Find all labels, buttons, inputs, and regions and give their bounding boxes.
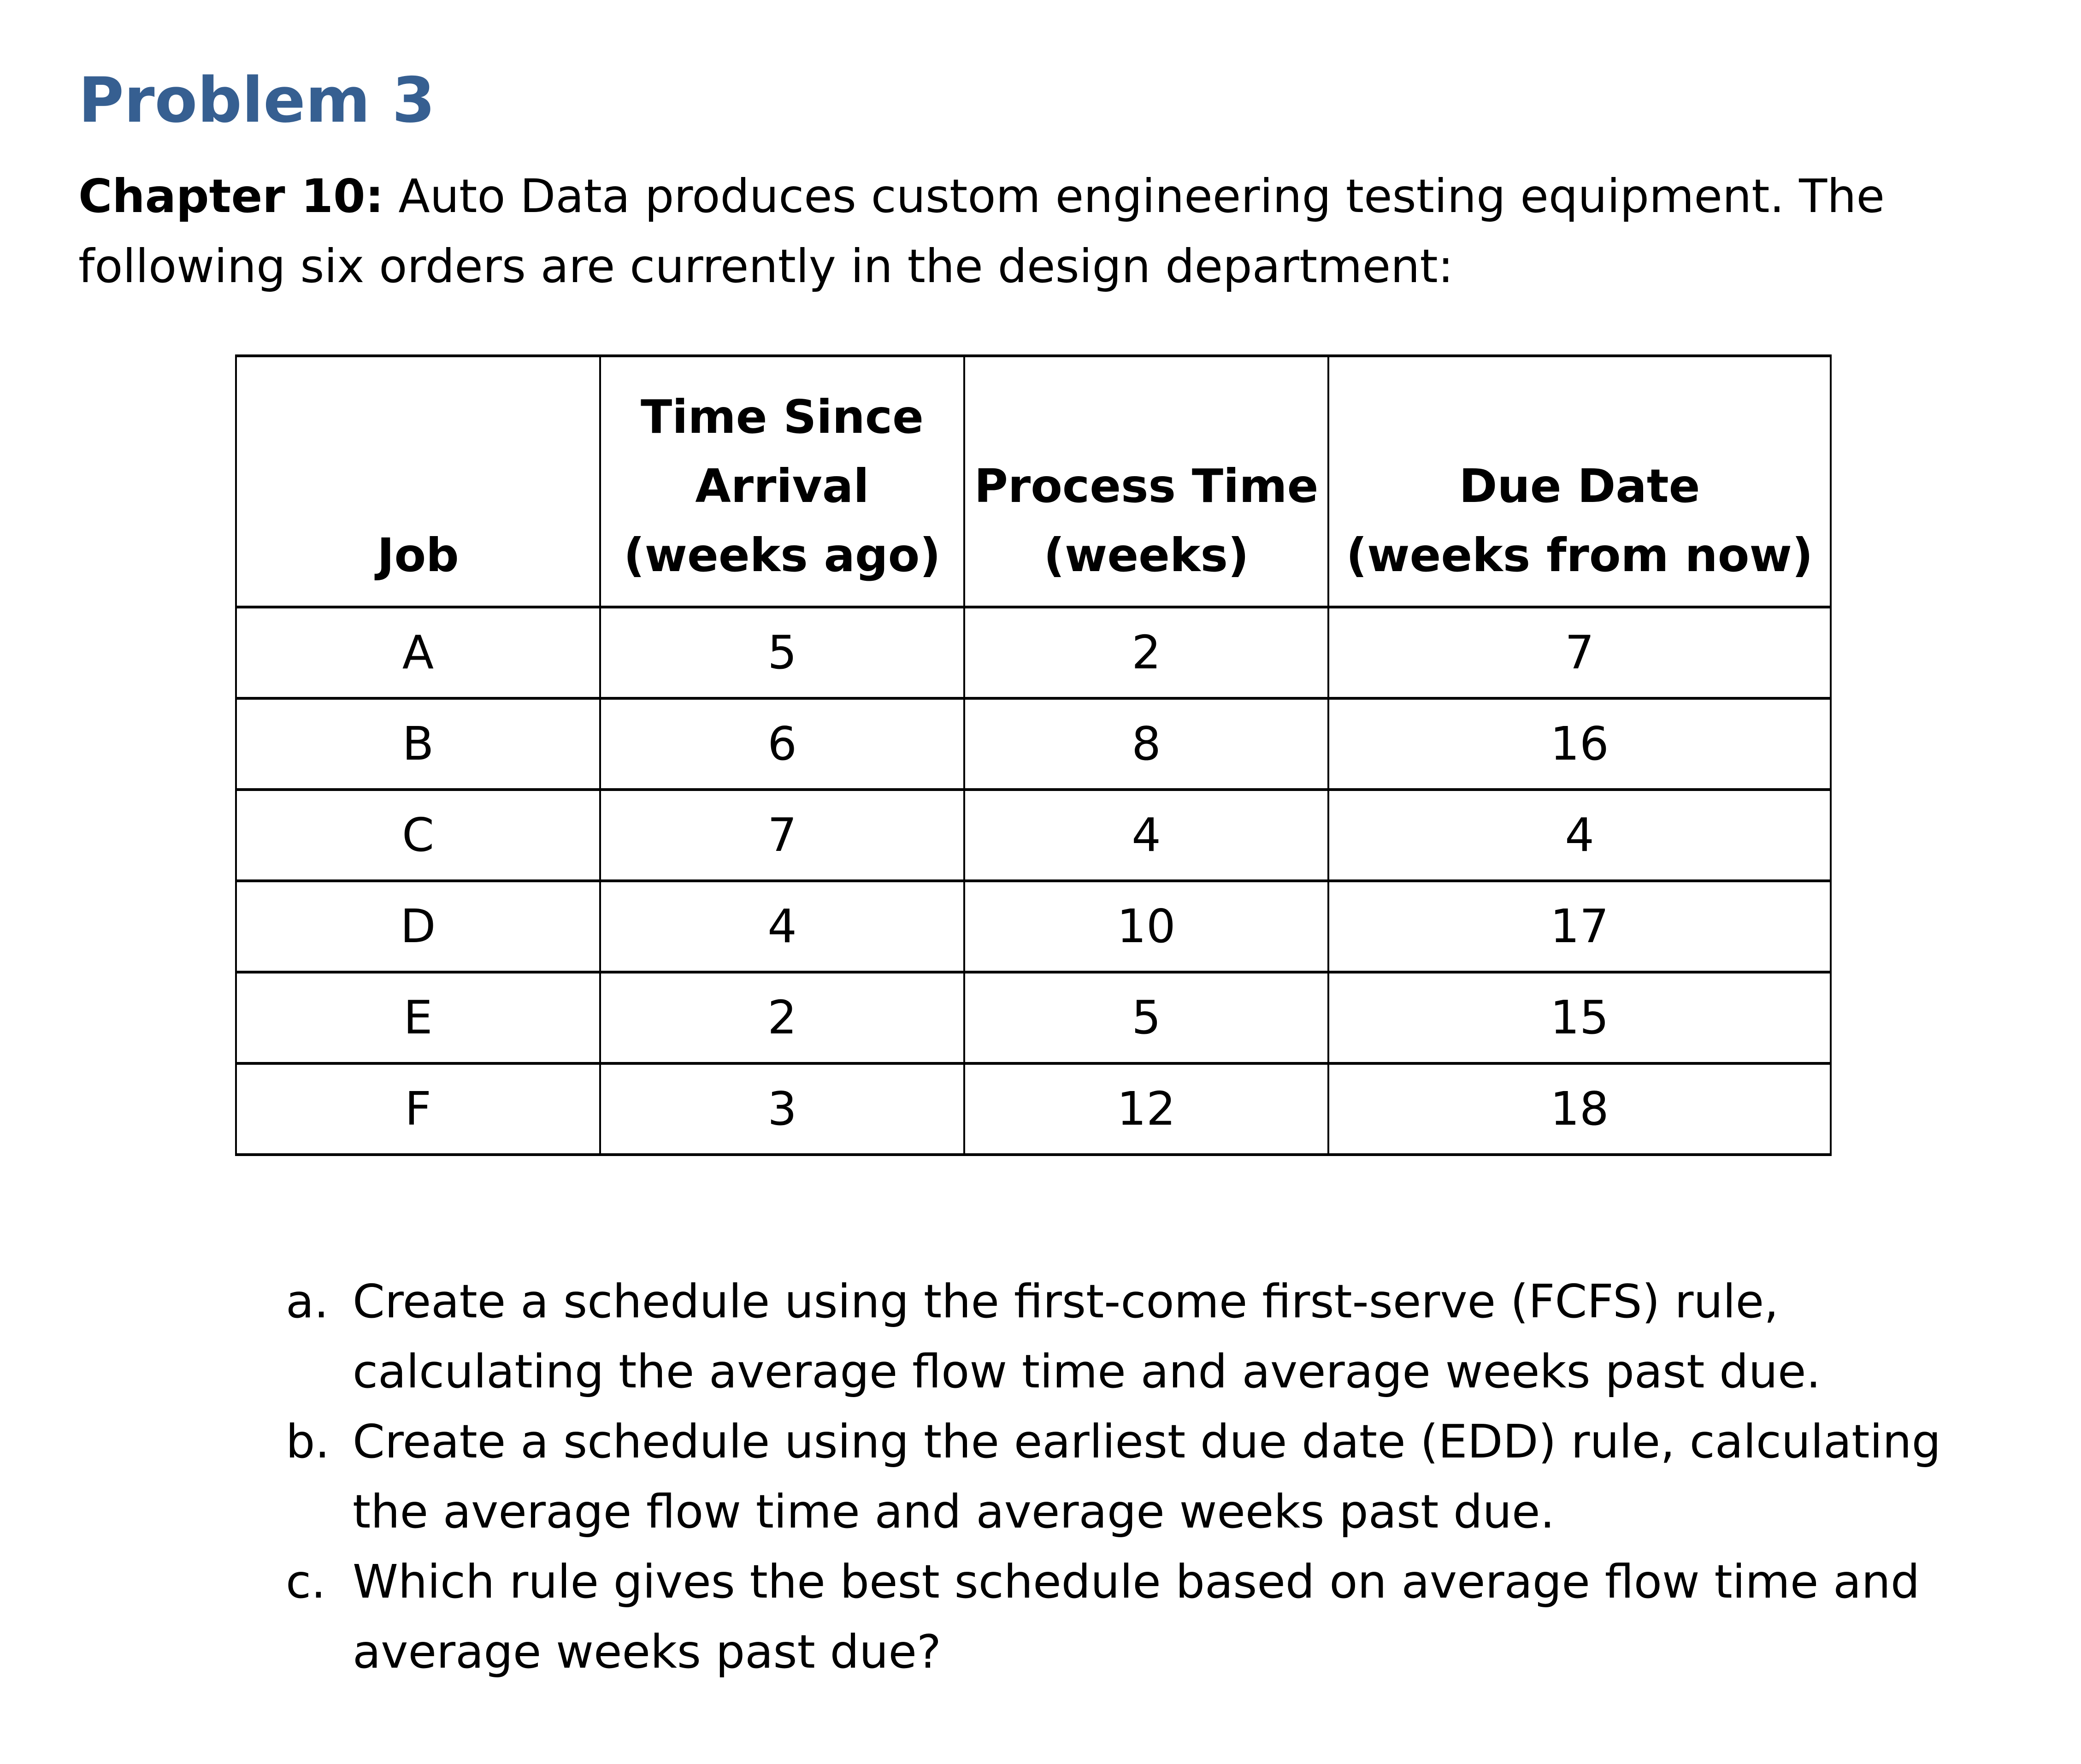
column-header-pt-line2: (weeks) [1043,528,1249,583]
table-row-d: D 4 10 17 [235,879,1832,974]
column-header-job: Job [235,354,601,609]
jobs-table-container: Job Time Since Arrival (weeks ago) Proce… [235,354,1887,1156]
question-line: calculating the average flow time and av… [353,1345,1821,1399]
intro-line2: following six orders are currently in th… [78,239,1454,294]
question-line: Create a schedule using the first-come f… [353,1274,1779,1329]
column-header-job-label: Job [377,528,459,583]
cell-due-date: 4 [1327,788,1832,883]
cell-due-date: 15 [1327,971,1832,1065]
cell-time-since-arrival: 7 [599,788,965,883]
cell-process-time: 2 [963,606,1329,700]
cell-due-date: 18 [1327,1062,1832,1156]
question-marker: b. [286,1415,330,1469]
cell-due-date: 16 [1327,697,1832,791]
cell-time-since-arrival: 4 [599,879,965,974]
chapter-label: Chapter 10: [78,169,384,224]
cell-job: B [235,697,601,791]
cell-time-since-arrival: 5 [599,606,965,700]
table-row-b: B 6 8 16 [235,697,1832,791]
question-text: Create a schedule using the first-come f… [353,1267,1821,1407]
cell-due-date: 7 [1327,606,1832,700]
cell-job: F [235,1062,601,1156]
question-line: Which rule gives the best schedule based… [353,1555,1920,1609]
column-header-time-since-arrival: Time Since Arrival (weeks ago) [599,354,965,609]
question-line: Create a schedule using the earliest due… [353,1415,1941,1469]
table-row-f: F 3 12 18 [235,1062,1832,1156]
question-line: the average flow time and average weeks … [353,1485,1555,1539]
question-item-b: b. Create a schedule using the earliest … [286,1407,1941,1547]
question-marker: c. [286,1555,326,1609]
cell-time-since-arrival: 3 [599,1062,965,1156]
cell-job: E [235,971,601,1065]
cell-process-time: 12 [963,1062,1329,1156]
cell-process-time: 4 [963,788,1329,883]
jobs-table: Job Time Since Arrival (weeks ago) Proce… [235,354,1832,1156]
question-text: Create a schedule using the earliest due… [353,1407,1941,1547]
questions-list: a. Create a schedule using the first-com… [286,1267,1941,1687]
column-header-due-date: Due Date (weeks from now) [1327,354,1832,609]
column-header-dd-line1: Due Date [1459,459,1700,513]
table-row-e: E 2 5 15 [235,971,1832,1065]
table-header-row: Job Time Since Arrival (weeks ago) Proce… [235,354,1832,609]
cell-due-date: 17 [1327,879,1832,974]
cell-job: C [235,788,601,883]
question-item-c: c. Which rule gives the best schedule ba… [286,1547,1920,1687]
column-header-dd-line2: (weeks from now) [1346,528,1813,583]
column-header-tsa-line2: Arrival [695,459,869,513]
table-row-a: A 5 2 7 [235,606,1832,700]
question-line: average weeks past due? [353,1625,942,1679]
cell-process-time: 10 [963,879,1329,974]
column-header-tsa-line3: (weeks ago) [623,528,941,583]
cell-job: D [235,879,601,974]
column-header-process-time: Process Time (weeks) [963,354,1329,609]
cell-job: A [235,606,601,700]
table-row-c: C 7 4 4 [235,788,1832,883]
cell-process-time: 5 [963,971,1329,1065]
question-marker: a. [286,1274,329,1329]
cell-time-since-arrival: 6 [599,697,965,791]
column-header-pt-line1: Process Time [974,459,1319,513]
cell-process-time: 8 [963,697,1329,791]
intro-paragraph: Chapter 10: Auto Data produces custom en… [78,161,1887,301]
column-header-tsa-line1: Time Since [641,390,924,444]
question-item-a: a. Create a schedule using the first-com… [286,1267,1887,1407]
cell-time-since-arrival: 2 [599,971,965,1065]
problem-title: Problem 3 [78,64,436,136]
question-text: Which rule gives the best schedule based… [353,1547,1920,1687]
intro-line1: Auto Data produces custom engineering te… [383,169,1885,224]
